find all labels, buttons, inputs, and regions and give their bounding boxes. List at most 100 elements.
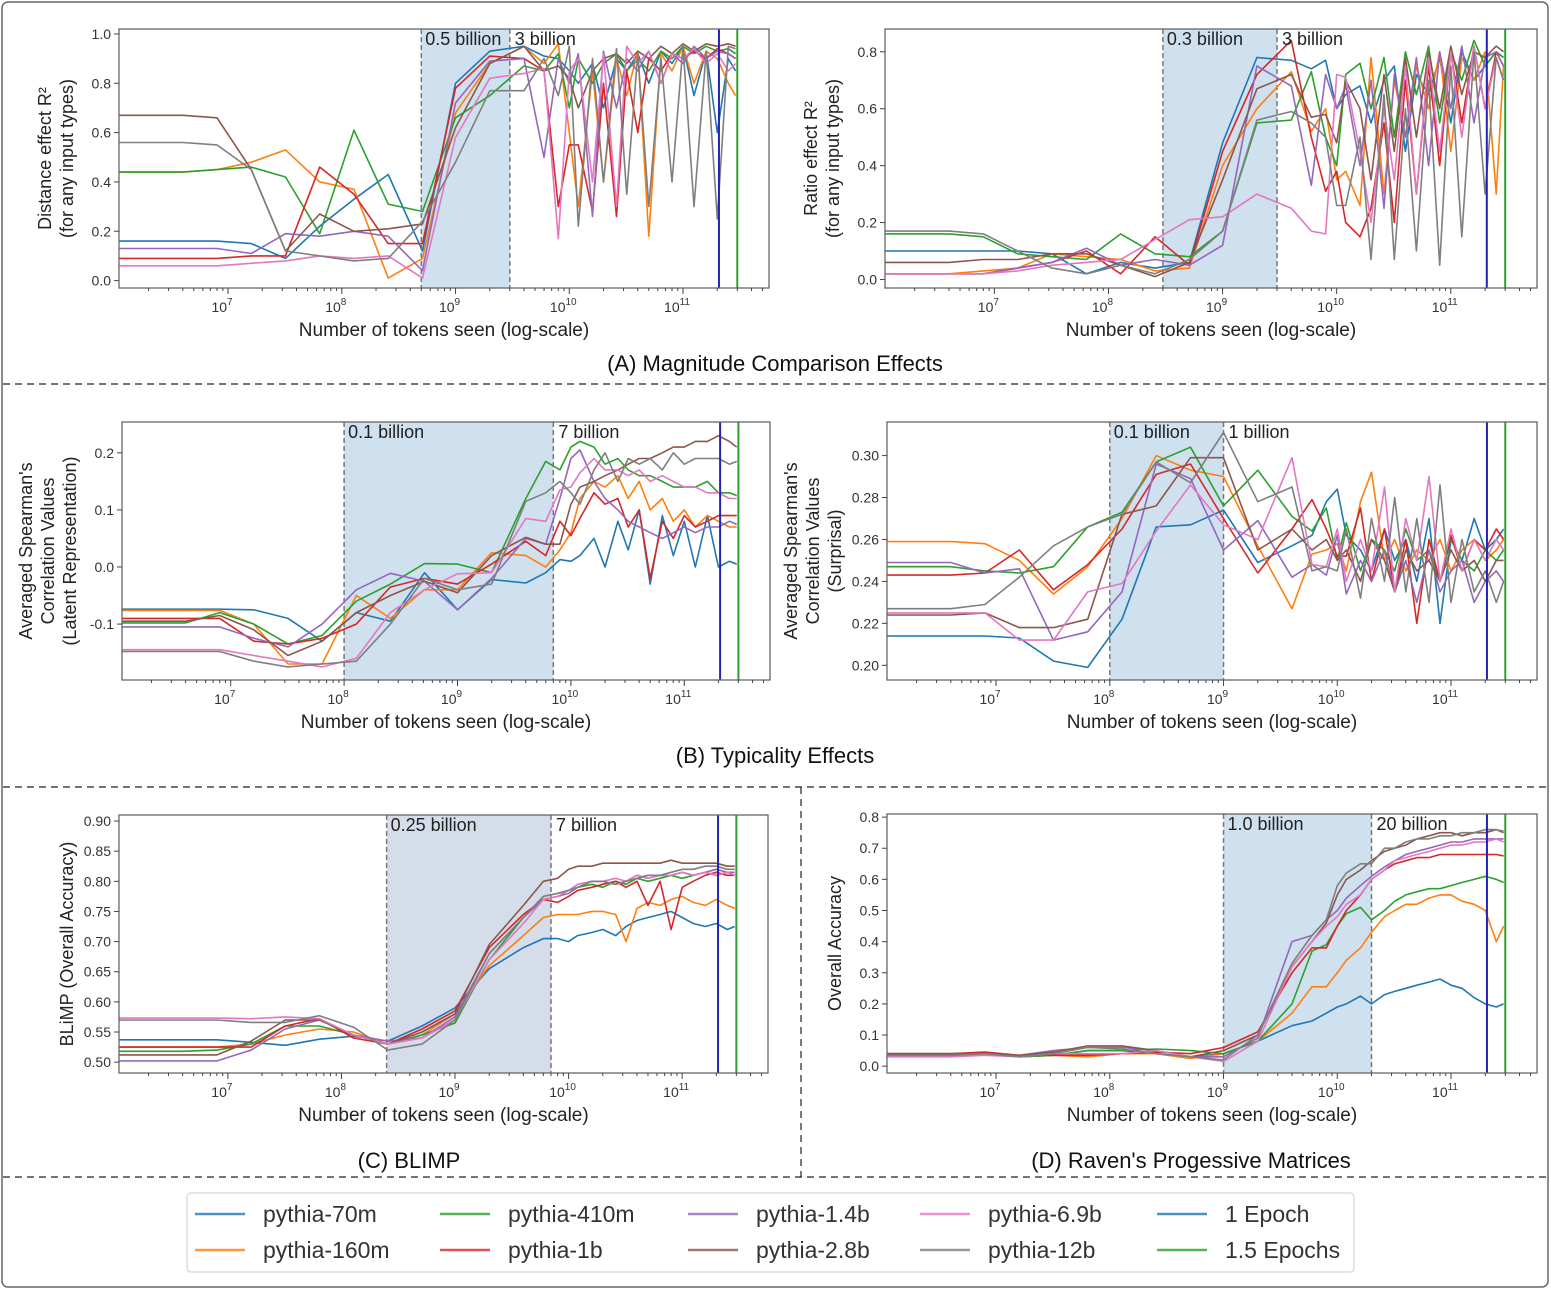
- x-tick-exponent: 9: [454, 1082, 460, 1093]
- y-tick-label: 0.3: [860, 965, 880, 981]
- x-tick-label: 108: [1092, 297, 1114, 315]
- series-line-pythia-2.8b: [885, 45, 1504, 278]
- x-tick-exponent: 7: [995, 1082, 1001, 1093]
- x-tick-base: 10: [1207, 1084, 1223, 1100]
- x-tick-label: 107: [214, 689, 236, 707]
- plot-frame: [118, 28, 770, 289]
- x-tick-base: 10: [552, 691, 568, 707]
- y-tick-label: 0.20: [852, 657, 879, 673]
- y-tick-label: 0.4: [860, 934, 880, 950]
- plot-frame: [121, 421, 771, 681]
- region-start-label: 0.5 billion: [425, 29, 501, 49]
- x-tick-exponent: 11: [680, 297, 691, 308]
- x-tick-base: 10: [549, 1084, 565, 1100]
- series-group: [887, 431, 1505, 669]
- series-group: [119, 859, 736, 1062]
- panel-raven: 107 108 109 1010 10110.00.10.20.30.40.50.60.…: [825, 809, 1538, 1126]
- series-line-pythia-2.8b: [119, 42, 736, 252]
- x-axis-label: Number of tokens seen (log-scale): [299, 320, 589, 341]
- caption-a: (A) Magnitude Comparison Effects: [607, 351, 943, 376]
- x-tick-base: 10: [1207, 691, 1223, 707]
- x-tick-label: 1011: [665, 689, 691, 707]
- legend-label: pythia-1b: [508, 1237, 603, 1263]
- series-line-pythia-160m: [887, 894, 1505, 1060]
- y-tick-label: 0.24: [852, 573, 879, 589]
- legend-label: pythia-2.8b: [756, 1237, 870, 1263]
- legend-item: pythia-1b: [440, 1237, 603, 1263]
- x-tick-base: 10: [439, 299, 455, 315]
- series-line-pythia-2.8b: [119, 859, 735, 1056]
- x-tick-exponent: 10: [1334, 1082, 1346, 1093]
- y-tick-label: 0.80: [84, 873, 111, 889]
- x-tick-base: 10: [1092, 299, 1108, 315]
- panel-typicality-surprisal: 107 108 109 1010 10110.200.220.240.260.280.3…: [781, 421, 1538, 733]
- region-start-label: 0.1 billion: [1114, 422, 1190, 442]
- x-tick-label: 1010: [549, 1082, 576, 1100]
- x-tick-label: 1011: [664, 297, 690, 315]
- region-end-label: 7 billion: [558, 422, 619, 442]
- region-end-label: 1 billion: [1229, 422, 1290, 442]
- x-tick-label: 107: [979, 1082, 1001, 1100]
- x-tick-label: 108: [328, 689, 350, 707]
- x-tick-label: 1010: [552, 689, 579, 707]
- x-tick-base: 10: [664, 299, 680, 315]
- x-tick-base: 10: [1093, 1084, 1109, 1100]
- series-line-pythia-2.8b: [887, 828, 1504, 1058]
- panel-distance-effect: 107 108 109 1010 10110.00.20.40.60.81.0Numbe…: [35, 26, 770, 341]
- series-group: [885, 39, 1505, 278]
- series-line-pythia-1.4b: [122, 449, 737, 648]
- series-group: [887, 828, 1505, 1063]
- plot-frame: [118, 814, 769, 1074]
- legend-label: 1 Epoch: [1225, 1201, 1309, 1227]
- region-end-label: 3 billion: [1282, 29, 1343, 49]
- x-tick-label: 109: [441, 689, 463, 707]
- legend-label: pythia-160m: [263, 1237, 390, 1263]
- x-tick-base: 10: [438, 1084, 454, 1100]
- x-tick-label: 1010: [1317, 297, 1344, 315]
- legend-item: pythia-410m: [440, 1201, 635, 1227]
- legend-label: pythia-70m: [263, 1201, 377, 1227]
- x-tick-exponent: 8: [341, 297, 347, 308]
- series-line-pythia-1b: [887, 853, 1504, 1057]
- y-axis-label: (for any input types): [823, 79, 843, 238]
- y-tick-label: 0.8: [858, 44, 878, 60]
- series-line-pythia-70m: [885, 50, 1504, 275]
- x-tick-base: 10: [1093, 691, 1109, 707]
- y-tick-label: 0.4: [858, 158, 878, 174]
- series-line-pythia-12b: [885, 50, 1505, 275]
- series-line-pythia-12b: [119, 45, 736, 262]
- series-line-pythia-6.9b: [885, 45, 1505, 275]
- x-tick-exponent: 10: [1333, 297, 1345, 308]
- x-tick-base: 10: [663, 1084, 679, 1100]
- legend-label: pythia-1.4b: [756, 1201, 870, 1227]
- region-start-label: 0.25 billion: [391, 815, 477, 835]
- y-tick-label: 0.50: [84, 1054, 111, 1070]
- y-tick-label: 0.0: [860, 1058, 880, 1074]
- x-tick-label: 1010: [550, 297, 577, 315]
- legend: pythia-70m pythia-160m pythia-410m pythia-1…: [186, 1192, 1355, 1273]
- x-tick-base: 10: [328, 691, 344, 707]
- x-tick-label: 108: [1093, 689, 1115, 707]
- region-end-label: 3 billion: [515, 29, 576, 49]
- region-start-label: 1.0 billion: [1228, 814, 1304, 834]
- x-tick-exponent: 11: [681, 689, 692, 700]
- y-tick-label: 0.6: [858, 101, 878, 117]
- y-tick-label: 0.7: [860, 840, 880, 856]
- legend-item: 1 Epoch: [1157, 1201, 1309, 1227]
- x-tick-exponent: 9: [1223, 1082, 1229, 1093]
- x-tick-label: 109: [1207, 1082, 1229, 1100]
- x-tick-base: 10: [1317, 299, 1333, 315]
- y-tick-label: 0.75: [84, 903, 111, 919]
- legend-item: pythia-1.4b: [688, 1201, 870, 1227]
- y-tick-label: 0.28: [852, 490, 879, 506]
- x-tick-exponent: 10: [565, 1082, 577, 1093]
- y-tick-label: 0.6: [860, 871, 880, 887]
- caption-c: (C) BLIMP: [358, 1148, 461, 1173]
- plot-frame: [884, 28, 1538, 289]
- y-tick-label: 0.2: [95, 445, 115, 461]
- y-axis-label: BLiMP (Overall Accuracy): [57, 842, 77, 1047]
- x-tick-base: 10: [1206, 299, 1222, 315]
- x-tick-base: 10: [211, 299, 227, 315]
- y-tick-label: 0.2: [860, 996, 880, 1012]
